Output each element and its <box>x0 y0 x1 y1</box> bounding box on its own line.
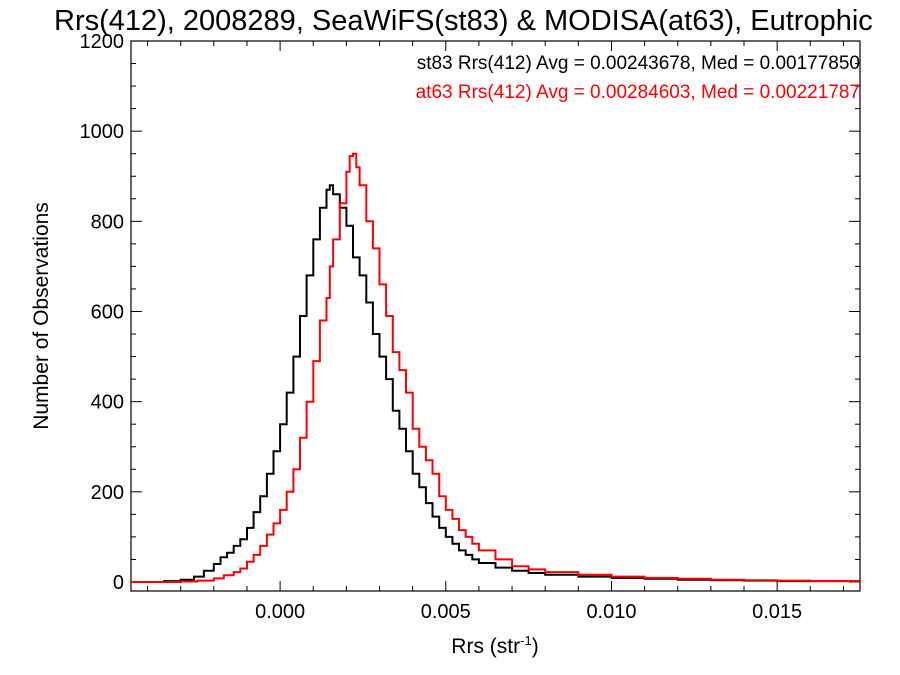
x-tick-label: 0.005 <box>421 601 471 623</box>
y-tick-label: 0 <box>113 572 124 594</box>
x-axis-label: Rrs (str-1) <box>451 633 538 658</box>
x-axis-label-superscript: -1 <box>520 633 532 648</box>
series-layer <box>131 152 861 583</box>
y-tick-label: 1000 <box>80 121 125 143</box>
y-tick-label: 400 <box>91 392 124 414</box>
plot-frame <box>130 40 861 592</box>
legend-entry-at63: at63 Rrs(412) Avg = 0.00284603, Med = 0.… <box>416 82 860 103</box>
histogram-series-st83 <box>131 184 861 583</box>
legend-entry-st83: st83 Rrs(412) Avg = 0.00243678, Med = 0.… <box>417 53 860 74</box>
y-tick-label: 800 <box>91 211 124 233</box>
x-axis-label-text: Rrs (str <box>451 635 520 658</box>
x-axis-label-close: ) <box>532 635 539 658</box>
y-axis-label: Number of Observations <box>30 202 53 430</box>
y-tick-label: 200 <box>91 482 124 504</box>
x-tick-label: 0.010 <box>586 601 636 623</box>
chart-title: Rrs(412), 2008289, SeaWiFS(st83) & MODIS… <box>54 5 873 37</box>
x-tick-label: 0.000 <box>255 601 305 623</box>
y-tick-label: 1200 <box>80 31 125 53</box>
histogram-series-at63 <box>131 152 861 583</box>
plot-axes: 0.000 0.005 0.010 0.015 0 200 400 600 800 1000 120… <box>80 31 861 623</box>
x-tick-label: 0.015 <box>752 601 802 623</box>
legend: st83 Rrs(412) Avg = 0.00243678, Med = 0.… <box>416 53 860 103</box>
y-tick-label: 600 <box>91 301 124 323</box>
